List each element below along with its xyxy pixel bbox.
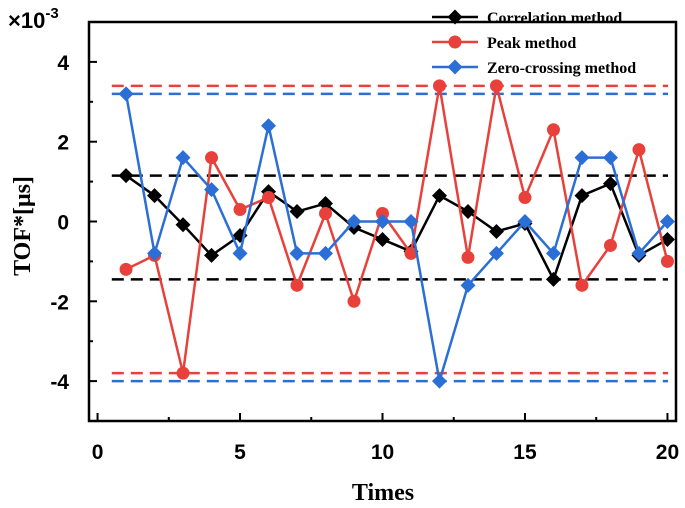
y-tick-label-3: 2 bbox=[57, 132, 69, 155]
series-1-point-7 bbox=[319, 207, 333, 221]
series-2-point-12 bbox=[460, 277, 476, 293]
series-2-point-15 bbox=[545, 245, 561, 261]
legend-marker-1 bbox=[448, 35, 462, 49]
series-2-point-18 bbox=[631, 245, 647, 261]
series-2-point-6 bbox=[289, 245, 305, 261]
series-layer bbox=[118, 79, 675, 389]
series-2-point-19 bbox=[659, 214, 675, 229]
series-2-point-2 bbox=[175, 150, 191, 166]
series-2-point-9 bbox=[375, 214, 390, 229]
series-line-1 bbox=[125, 84, 669, 375]
series-2-point-1 bbox=[147, 245, 163, 261]
series-0-point-1 bbox=[147, 188, 163, 204]
series-0-point-17 bbox=[602, 176, 618, 192]
x-tick-label-1: 5 bbox=[234, 441, 246, 464]
series-1-point-6 bbox=[290, 278, 304, 292]
x-tick-label-0: 0 bbox=[92, 441, 104, 464]
series-0-point-16 bbox=[574, 188, 590, 204]
series-1-point-14 bbox=[518, 191, 532, 205]
y-tick-label-2: 0 bbox=[57, 212, 69, 235]
series-2 bbox=[118, 86, 675, 389]
series-0-point-9 bbox=[375, 231, 390, 247]
series-2-point-4 bbox=[232, 245, 248, 261]
x-tick-label-2: 10 bbox=[371, 441, 394, 464]
series-line-0 bbox=[125, 174, 669, 281]
series-1-point-8 bbox=[347, 294, 361, 308]
x-axis-title: Times bbox=[352, 480, 414, 506]
legend-label-0: Correlation method bbox=[487, 10, 622, 27]
series-0-point-2 bbox=[175, 217, 191, 233]
series-2-point-7 bbox=[318, 245, 334, 261]
series-1-point-17 bbox=[603, 238, 617, 252]
series-0-point-13 bbox=[488, 223, 504, 239]
series-0-point-6 bbox=[289, 204, 305, 220]
series-2-point-8 bbox=[346, 214, 362, 229]
series-1-point-11 bbox=[432, 79, 446, 93]
series-2-point-14 bbox=[517, 214, 533, 229]
legend-label-2: Zero-crossing method bbox=[487, 60, 636, 77]
series-2-point-5 bbox=[261, 118, 277, 134]
series-1-point-0 bbox=[119, 262, 133, 276]
series-1-point-18 bbox=[632, 143, 646, 157]
series-1-point-16 bbox=[575, 278, 589, 292]
series-0-point-3 bbox=[204, 247, 220, 263]
series-0-point-15 bbox=[545, 271, 561, 287]
series-1-point-12 bbox=[461, 250, 475, 264]
x-tick-label-4: 20 bbox=[656, 441, 679, 464]
series-2-point-10 bbox=[403, 214, 419, 229]
series-1-point-3 bbox=[205, 151, 219, 165]
y-tick-label-1: -2 bbox=[50, 291, 69, 314]
series-line-2 bbox=[124, 93, 669, 383]
series-1 bbox=[119, 79, 674, 380]
series-2-point-0 bbox=[118, 86, 134, 102]
series-1-point-19 bbox=[660, 254, 674, 268]
y-tick-label-0: -4 bbox=[50, 371, 69, 394]
y-multiplier-exponent: -3 bbox=[45, 5, 58, 22]
series-1-point-4 bbox=[233, 203, 247, 217]
series-2-point-13 bbox=[488, 245, 504, 261]
x-tick-label-3: 15 bbox=[513, 441, 537, 464]
series-2-point-11 bbox=[431, 373, 447, 389]
series-1-point-2 bbox=[176, 366, 190, 380]
legend-label-1: Peak method bbox=[487, 35, 576, 52]
series-0-point-12 bbox=[460, 204, 476, 220]
series-1-point-9 bbox=[376, 207, 389, 221]
series-2-point-17 bbox=[602, 150, 618, 166]
series-1-point-13 bbox=[489, 79, 503, 93]
series-1-point-10 bbox=[404, 246, 418, 260]
series-2-point-16 bbox=[574, 150, 590, 166]
legend-marker-0 bbox=[447, 9, 463, 25]
ticks-layer: 0 5 10 15 20 -4 -2 0 2 4 bbox=[50, 52, 679, 464]
legend-marker-2 bbox=[447, 59, 463, 75]
reference-lines bbox=[111, 84, 668, 383]
y-multiplier: ×10-3 bbox=[8, 5, 59, 33]
series-0-point-0 bbox=[118, 168, 134, 184]
y-axis-title: TOF*[μs] bbox=[10, 176, 36, 276]
series-2-point-3 bbox=[204, 182, 220, 198]
y-tick-label-4: 4 bbox=[57, 52, 69, 75]
series-0-point-11 bbox=[431, 188, 447, 204]
series-0-point-7 bbox=[318, 196, 334, 212]
series-0 bbox=[118, 168, 675, 287]
series-1-point-5 bbox=[262, 191, 276, 205]
legend: Correlation method Peak method Zero-crossi… bbox=[432, 9, 636, 77]
series-1-point-15 bbox=[546, 123, 560, 137]
